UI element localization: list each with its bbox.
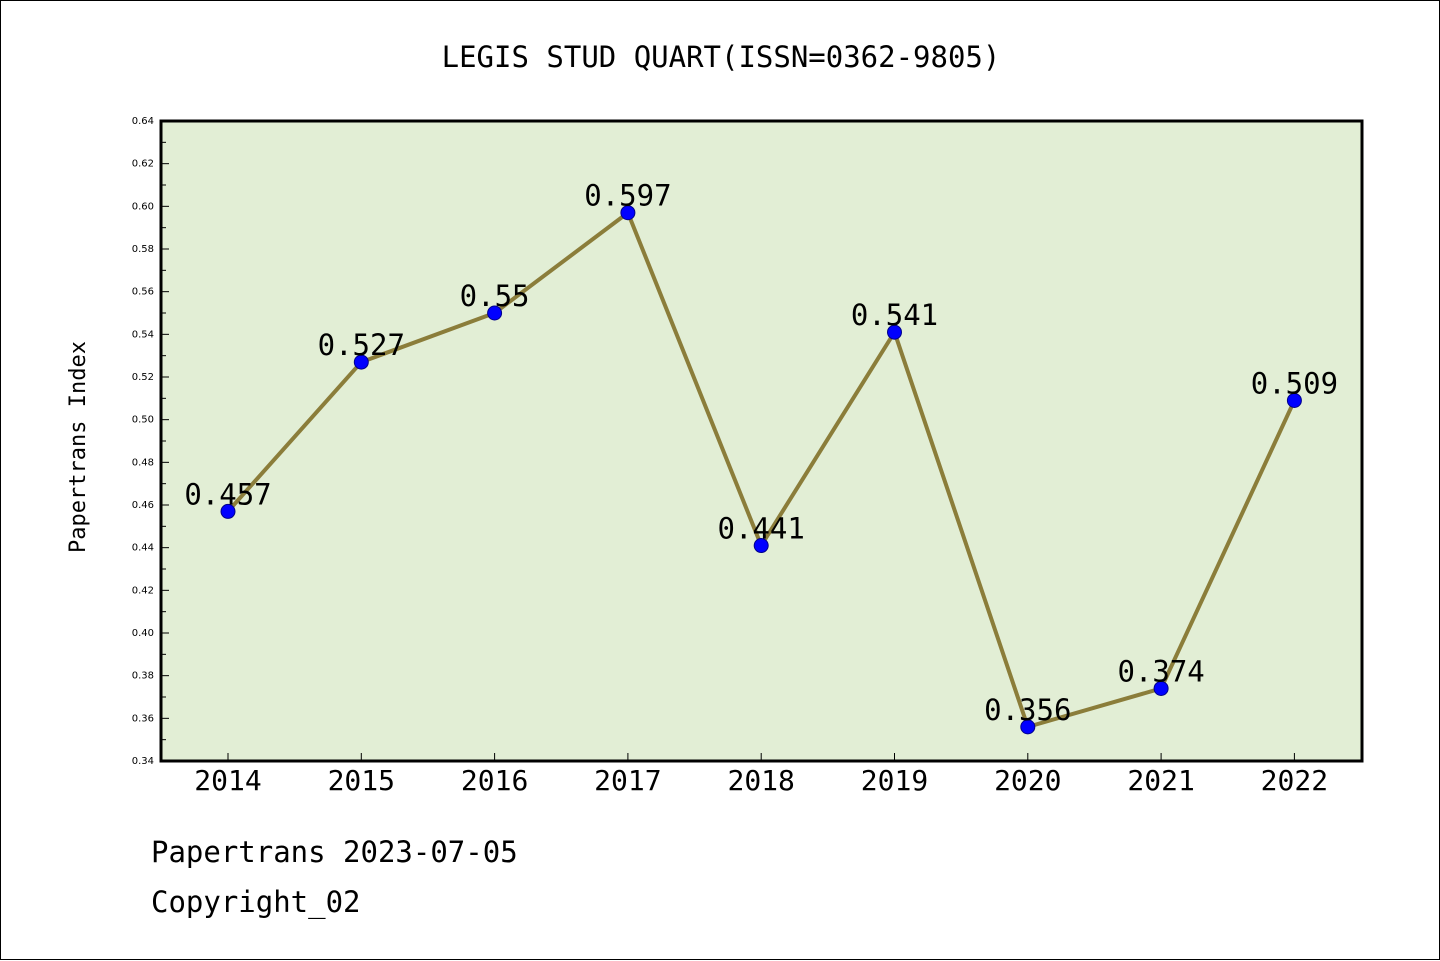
data-point (220, 503, 236, 519)
x-tick-label: 2022 (1261, 764, 1328, 797)
y-tick-label: 0.38 (132, 671, 154, 682)
y-tick-label: 0.56 (132, 287, 154, 298)
data-point (1286, 392, 1302, 408)
x-tick-label: 2014 (194, 764, 261, 797)
y-tick-label: 0.46 (132, 500, 154, 511)
data-labels-group: 0.457 0.527 0.55 0.597 0.441 0.541 0.356 0.374 0… (184, 179, 1338, 727)
y-tick-label: 0.44 (132, 543, 154, 554)
data-point (753, 538, 769, 554)
data-label: 0.55 (460, 279, 530, 313)
data-label: 0.509 (1251, 366, 1338, 400)
y-tick-label: 0.34 (132, 756, 154, 767)
y-axis-label: Papertrans Index (66, 341, 91, 553)
y-tick-label: 0.60 (132, 201, 154, 212)
x-tick-label: 2019 (861, 764, 928, 797)
data-label: 0.374 (1117, 654, 1204, 688)
x-tick-label: 2021 (1127, 764, 1194, 797)
data-point (1153, 680, 1169, 696)
x-axis: 2014 2015 2016 2017 2018 2019 2020 2021 2022 (194, 753, 1328, 797)
x-tick-label: 2015 (328, 764, 395, 797)
y-tick-label: 0.54 (132, 329, 154, 340)
x-tick-label: 2016 (461, 764, 528, 797)
data-label: 0.457 (184, 477, 271, 511)
y-tick-label: 0.62 (132, 159, 154, 170)
x-tick-label: 2018 (727, 764, 794, 797)
data-label: 0.356 (984, 693, 1071, 727)
x-tick-label: 2020 (994, 764, 1061, 797)
data-label: 0.597 (584, 179, 671, 213)
data-point (620, 205, 636, 221)
data-point (887, 324, 902, 340)
y-tick-label: 0.64 (132, 116, 154, 127)
series-group (220, 205, 1302, 735)
chart-title: LEGIS STUD QUART(ISSN=0362-9805) (442, 40, 1001, 74)
plot-border (159, 119, 1364, 763)
y-tick-label: 0.50 (132, 415, 154, 426)
footer-date: Papertrans 2023-07-05 (151, 835, 518, 869)
x-tick-label: 2017 (594, 764, 661, 797)
data-point (487, 305, 503, 321)
y-tick-label: 0.58 (132, 244, 154, 255)
data-point (353, 354, 369, 370)
data-label: 0.441 (718, 512, 805, 546)
y-tick-label: 0.40 (132, 628, 154, 639)
plot-area (161, 121, 1362, 761)
data-label: 0.527 (318, 328, 405, 362)
y-tick-label: 0.36 (132, 713, 154, 724)
footer-copyright: Copyright_02 (151, 885, 361, 919)
data-point (1020, 719, 1036, 735)
y-tick-label: 0.42 (132, 585, 154, 596)
data-label: 0.541 (851, 298, 938, 332)
y-tick-label: 0.52 (132, 372, 154, 383)
y-tick-label: 0.48 (132, 457, 154, 468)
